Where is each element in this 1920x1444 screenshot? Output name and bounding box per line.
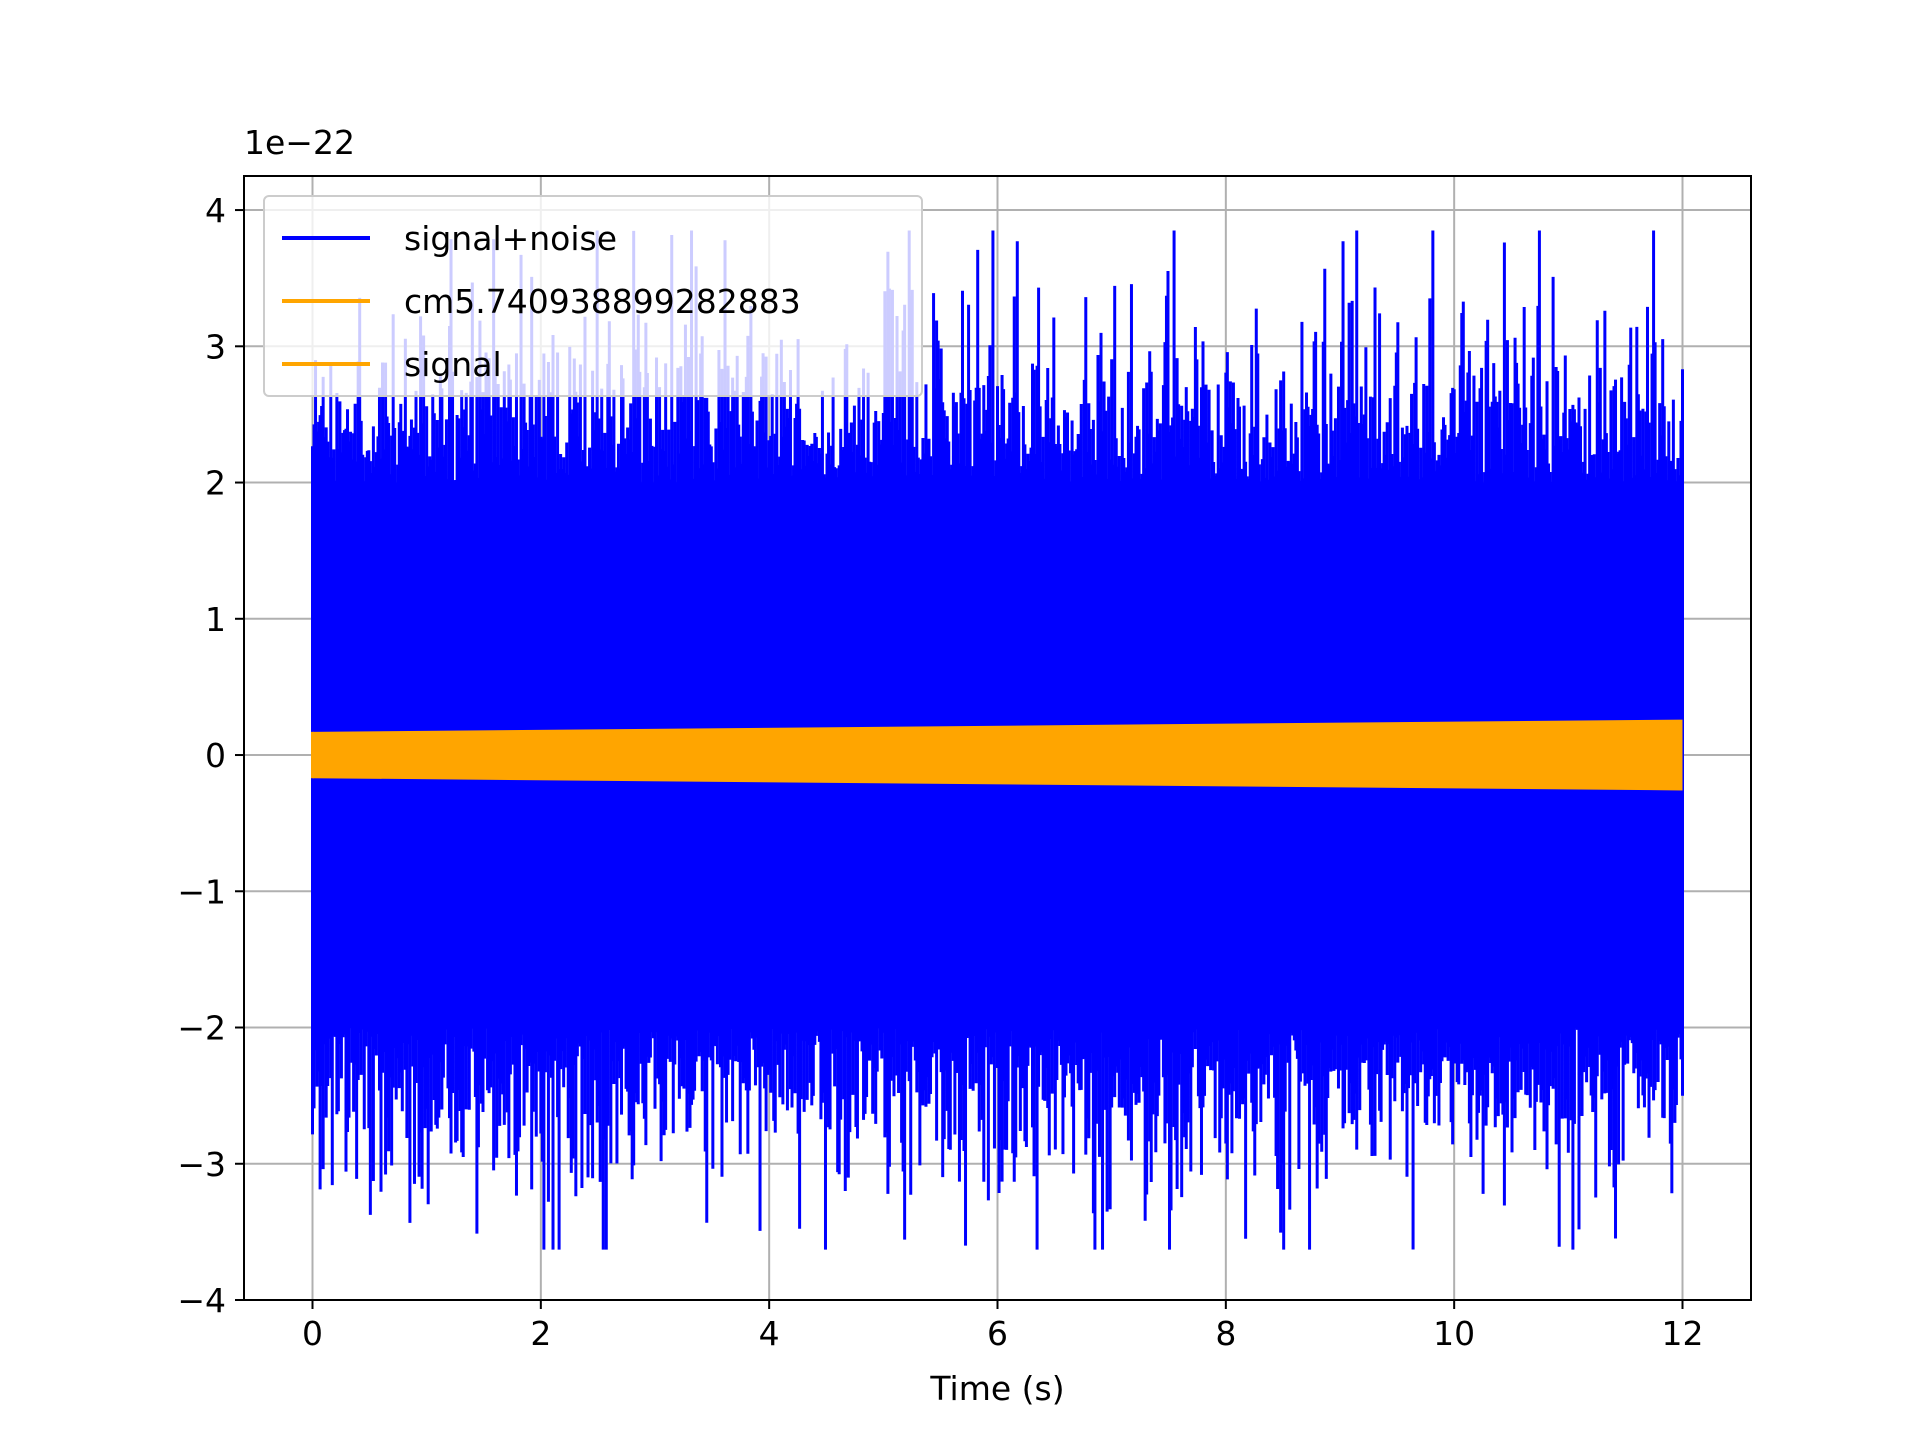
x-tick-label: 12 bbox=[1662, 1314, 1704, 1353]
y-tick-label: −2 bbox=[177, 1009, 226, 1048]
y-tick-label: 3 bbox=[205, 327, 226, 366]
y-tick-label: 4 bbox=[205, 191, 226, 230]
legend: signal+noise cm5.740938899282883 signal bbox=[263, 195, 923, 397]
legend-entry-label: cm5.740938899282883 bbox=[404, 282, 801, 321]
legend-entry-label: signal+noise bbox=[404, 219, 617, 258]
y-tick-label: 2 bbox=[205, 464, 226, 503]
y-tick-label: 1 bbox=[205, 600, 226, 639]
series-signal-band bbox=[312, 719, 1683, 791]
x-tick-label: 10 bbox=[1433, 1314, 1475, 1353]
y-tick-label: 0 bbox=[205, 736, 226, 775]
x-axis-label: Time (s) bbox=[929, 1369, 1064, 1408]
y-tick-label: −1 bbox=[177, 872, 226, 911]
y-tick-label: −3 bbox=[177, 1145, 226, 1184]
x-tick-label: 2 bbox=[530, 1314, 551, 1353]
y-offset-label: 1e−22 bbox=[244, 123, 355, 162]
x-tick-label: 0 bbox=[302, 1314, 323, 1353]
y-tick-label: −4 bbox=[177, 1281, 226, 1320]
x-tick-label: 8 bbox=[1215, 1314, 1236, 1353]
x-tick-label: 6 bbox=[987, 1314, 1008, 1353]
legend-entry-label: signal bbox=[404, 345, 502, 384]
data-layer bbox=[311, 230, 1684, 1250]
x-tick-label: 4 bbox=[759, 1314, 780, 1353]
legend-box bbox=[263, 195, 923, 397]
